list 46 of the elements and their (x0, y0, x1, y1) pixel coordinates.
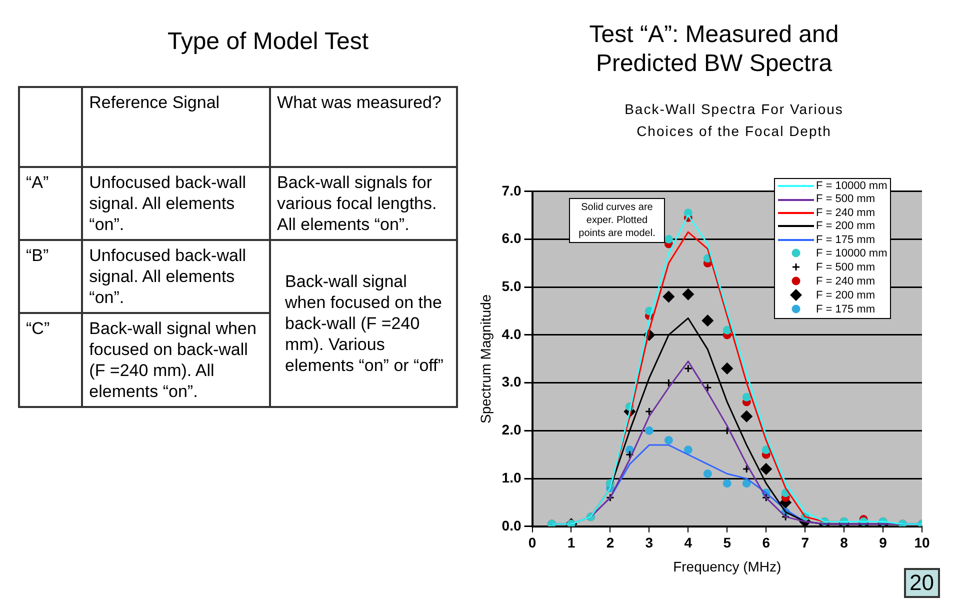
legend-label: F = 10000 mm (816, 248, 888, 260)
x-tick-label: 2 (606, 534, 614, 551)
text: “C” (26, 319, 50, 338)
y-tick-label: 6.0 (502, 230, 522, 246)
text: “B” (26, 246, 49, 265)
x-tick-label: 7 (801, 534, 810, 551)
x-tick-label: 4 (684, 534, 692, 551)
y-tick-label: 1.0 (502, 469, 522, 486)
legend-label: F = 10000 mm (816, 180, 888, 192)
text: “A” (26, 173, 49, 192)
text: Unfocused back-wall signal. All elements “on”. (89, 173, 246, 234)
x-tick-label: 3 (645, 534, 654, 551)
text: Back-wall signal when focused on the back-wall (F =240 mm). Various elements “on” or “off” (285, 272, 444, 375)
text: Back-wall signals for various focal lengths. All elements “on”. (277, 173, 437, 234)
y-axis-title: Spectrum Magnitude (477, 294, 494, 424)
chart-title: Test “A”: Measured and Predicted BW Spectra (588, 20, 840, 78)
y-tick-label: 7.0 (502, 182, 522, 198)
x-tick-label: 6 (762, 534, 770, 551)
x-tick-label: 9 (879, 534, 888, 551)
x-tick-label: 5 (723, 534, 732, 551)
text: Reference Signal (89, 93, 220, 112)
text: Type of Model Test (166, 28, 370, 56)
legend-label: F = 175 mm (816, 234, 875, 246)
legend-label: F = 240 mm (816, 276, 875, 288)
x-tick-label: 1 (567, 534, 576, 551)
legend-label: F = 500 mm (816, 193, 875, 206)
x-tick-label: 10 (914, 534, 930, 551)
text: Back-wall signal when focused on back-wall (F =240 mm). All elements “on”. (89, 319, 256, 401)
text: What was measured? (277, 93, 442, 112)
x-axis-title: Frequency (MHz) (673, 558, 782, 574)
chart-subtitle: Back-Wall Spectra For Various Choices of the Focal Depth (624, 100, 844, 141)
legend-label: F = 240 mm (816, 206, 875, 219)
y-tick-label: 2.0 (502, 422, 522, 438)
annotation: Solid curves are exper. Plotted points are model. (569, 198, 665, 243)
legend-label: F = 200 mm (816, 290, 875, 302)
y-tick-label: 4.0 (502, 326, 522, 342)
x-tick-label: 0 (528, 534, 536, 551)
text: 20 (904, 568, 940, 598)
y-tick-label: 0.0 (502, 517, 522, 534)
legend-label: F = 175 mm (816, 304, 875, 316)
legend-label: F = 200 mm (816, 220, 875, 232)
legend-label: F = 500 mm (816, 262, 875, 274)
y-tick-label: 5.0 (502, 278, 522, 294)
y-tick-label: 3.0 (502, 374, 522, 390)
text: Unfocused back-wall signal. All elements “on”. (89, 246, 246, 307)
x-tick-label: 8 (840, 534, 848, 551)
